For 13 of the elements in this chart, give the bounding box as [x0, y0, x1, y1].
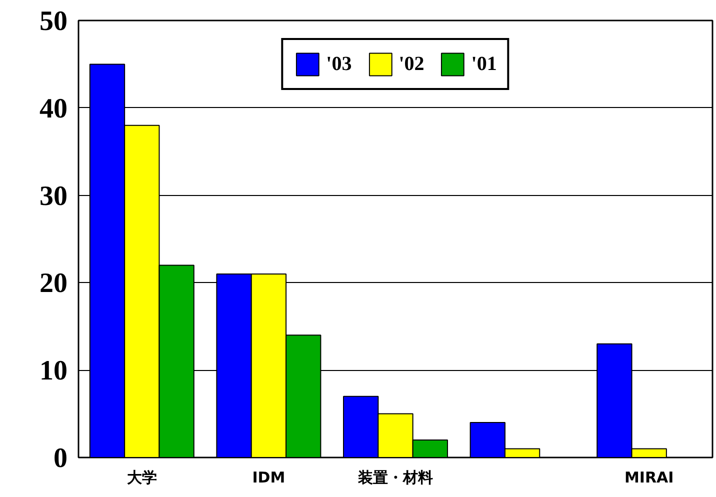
x-tick-label: 大学: [126, 468, 157, 486]
legend-label: '02: [398, 52, 424, 76]
legend-label: '01: [471, 52, 497, 76]
y-tick-label: 0: [54, 443, 68, 474]
x-tick-label: IDM: [252, 468, 286, 486]
legend-label: '03: [326, 52, 352, 76]
y-tick-label: 10: [40, 356, 68, 387]
y-tick-label: 30: [40, 180, 68, 212]
y-tick-label: 40: [40, 93, 68, 124]
y-tick-label: 50: [40, 6, 68, 37]
x-tick-label: 装置・材料: [357, 468, 433, 486]
x-tick-label: MIRAI: [624, 468, 674, 486]
y-tick-label: 20: [40, 268, 68, 300]
